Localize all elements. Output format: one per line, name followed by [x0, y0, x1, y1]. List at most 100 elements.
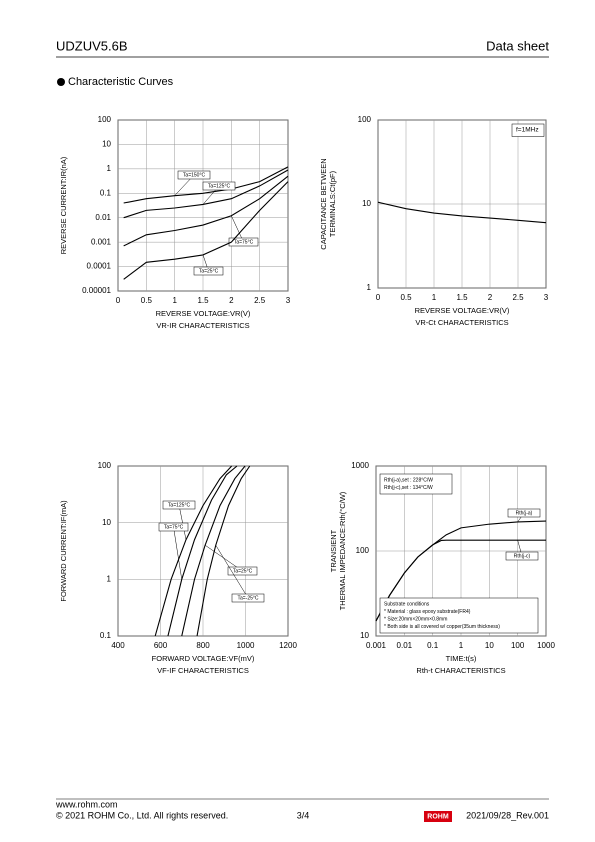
chart-caption: VR-IR CHARACTERISTICS — [156, 321, 249, 330]
chart-caption: VR-Ct CHARACTERISTICS — [415, 318, 508, 327]
series-line — [123, 166, 289, 204]
x-tick-label: 2 — [229, 296, 234, 305]
x-axis-label: REVERSE VOLTAGE:VR(V) — [415, 306, 510, 315]
label-box — [227, 566, 258, 576]
x-tick-label: 1000 — [237, 641, 255, 650]
series-label: Ta=75°C — [164, 525, 184, 531]
y-tick-label: 0.00001 — [82, 286, 111, 295]
series-line — [375, 539, 546, 622]
chart-caption: VF-IF CHARACTERISTICS — [157, 666, 249, 675]
y-tick-label: 10 — [362, 199, 371, 208]
label-leader — [215, 545, 249, 599]
logo-box — [424, 811, 452, 822]
label-box — [505, 551, 539, 561]
y-tick-label: 0.1 — [100, 631, 112, 640]
y-axis-label: CAPACITANCE BETWEEN — [319, 158, 328, 249]
series-line — [181, 465, 246, 637]
y-tick-label: 100 — [98, 461, 112, 470]
note-box — [379, 597, 539, 634]
y-tick-label: 100 — [98, 115, 112, 124]
section-title: Characteristic Curves — [68, 76, 174, 88]
y-tick-label: 10 — [102, 518, 111, 527]
x-tick-label: 800 — [196, 641, 210, 650]
x-tick-label: 1000 — [537, 641, 555, 650]
y-tick-label: 1 — [107, 574, 112, 583]
label-box — [162, 500, 196, 510]
note-text: * Size:20mm×20mm×0.8mm — [384, 616, 447, 622]
x-tick-label: 2.5 — [254, 296, 266, 305]
x-tick-label: 0.001 — [366, 641, 387, 650]
x-tick-label: 10 — [485, 641, 494, 650]
x-tick-label: 1.5 — [197, 296, 209, 305]
x-tick-label: 1 — [459, 641, 464, 650]
x-tick-label: 0 — [116, 296, 121, 305]
chart-caption: Rth-t CHARACTERISTICS — [416, 666, 505, 675]
logo: ROHM — [427, 813, 449, 820]
series-line — [196, 465, 251, 637]
note-text: f=1MHz — [516, 127, 539, 134]
series-label: Ta=25°C — [233, 569, 253, 575]
y-tick-label: 1000 — [351, 461, 369, 470]
x-tick-label: 3 — [544, 293, 549, 302]
label-leader — [173, 526, 182, 580]
label-box — [228, 237, 259, 247]
page-number: 3/4 — [297, 810, 310, 820]
x-tick-label: 1200 — [279, 641, 297, 650]
footer-copyright: © 2021 ROHM Co., Ltd. All rights reserve… — [56, 810, 228, 820]
x-axis-label: FORWARD VOLTAGE:VF(mV) — [152, 654, 255, 663]
x-tick-label: 0 — [376, 293, 381, 302]
series-label: Ta=150°C — [183, 173, 206, 179]
y-axis-label: FORWARD CURRENT:IF(mA) — [59, 500, 68, 602]
y-tick-label: 0.1 — [100, 188, 112, 197]
series-label: Ta=75°C — [234, 240, 254, 246]
series-line — [167, 465, 238, 637]
y-tick-label: 1 — [107, 164, 112, 173]
y-tick-label: 100 — [358, 115, 372, 124]
note-text: Rth(j-c),set : 134°C/W — [384, 485, 433, 491]
label-leader — [178, 504, 187, 540]
y-axis-label: THERMAL IMPEDANCE:Rth(°C/W) — [338, 491, 347, 610]
footer-url: www.rohm.com — [55, 799, 118, 809]
x-tick-label: 400 — [111, 641, 125, 650]
y-axis-label: TRANSIENT — [329, 529, 338, 572]
note-text: * Material : glass epoxy substrate(FR4) — [384, 609, 471, 615]
label-box — [158, 522, 189, 532]
series-label: Ta=25°C — [199, 269, 219, 275]
x-tick-label: 100 — [511, 641, 525, 650]
series-line — [377, 201, 547, 224]
series-label: Ta=125°C — [168, 503, 191, 509]
label-box — [193, 266, 224, 276]
y-tick-label: 0.01 — [95, 213, 111, 222]
x-tick-label: 0.5 — [141, 296, 153, 305]
x-tick-label: 1.5 — [456, 293, 468, 302]
doc-title: UDZUV5.6B — [56, 38, 128, 53]
doc-type: Data sheet — [486, 38, 549, 53]
x-tick-label: 2.5 — [512, 293, 524, 302]
note-text: Substrate conditions — [384, 601, 430, 607]
y-tick-label: 10 — [360, 631, 369, 640]
label-box — [231, 593, 265, 603]
y-tick-label: 1 — [367, 283, 372, 292]
label-box — [507, 508, 541, 518]
note-text: * Both side is all covered w/ copper(35u… — [384, 624, 500, 630]
x-tick-label: 0.01 — [397, 641, 413, 650]
x-axis-label: TIME:t(s) — [446, 654, 477, 663]
x-tick-label: 0.1 — [427, 641, 439, 650]
y-tick-label: 0.0001 — [87, 262, 112, 271]
y-axis-label: REVERSE CURRENT:IR(nA) — [59, 156, 68, 254]
revision: 2021/09/28_Rev.001 — [466, 810, 549, 820]
bullet — [57, 78, 65, 86]
x-tick-label: 600 — [154, 641, 168, 650]
series-line — [154, 465, 233, 637]
x-axis-label: REVERSE VOLTAGE:VR(V) — [156, 309, 251, 318]
label-leader — [231, 215, 244, 243]
x-tick-label: 1 — [432, 293, 437, 302]
x-tick-label: 2 — [488, 293, 493, 302]
note-box — [511, 123, 545, 137]
x-tick-label: 1 — [172, 296, 177, 305]
label-box — [202, 181, 236, 191]
label-box — [177, 170, 211, 180]
series-label: Ta=-25°C — [237, 596, 258, 602]
y-axis-label: TERMINALS:Ct(pF) — [328, 170, 337, 237]
